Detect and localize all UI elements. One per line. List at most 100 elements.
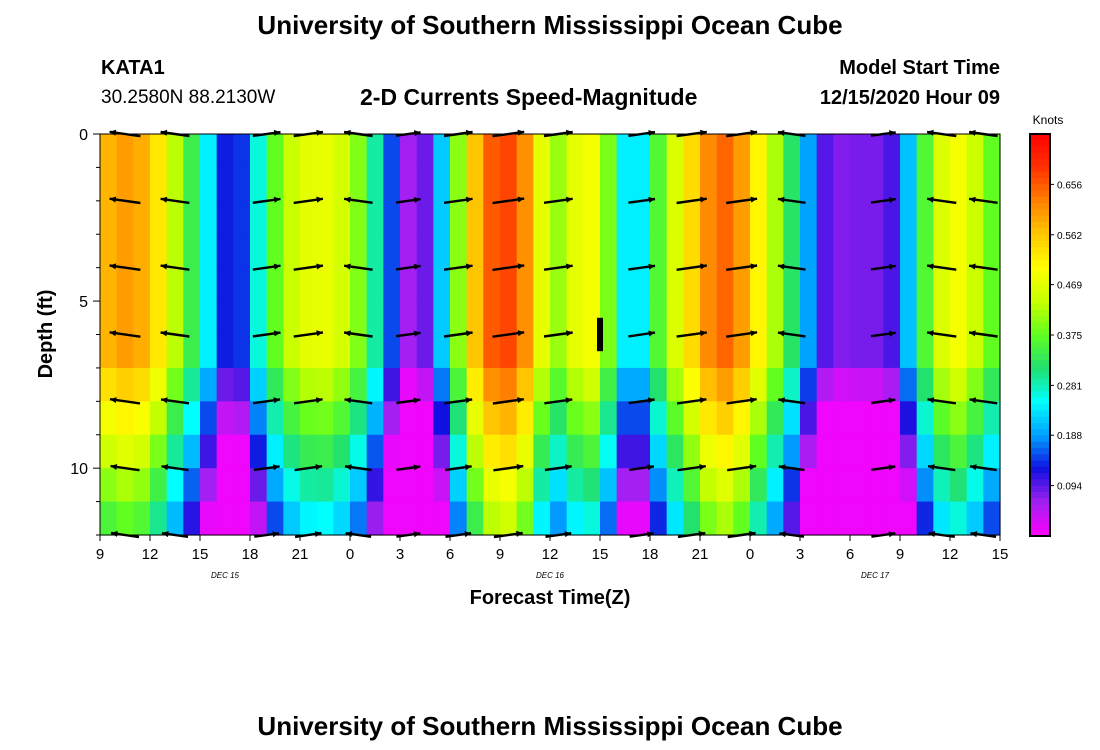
vector-head bbox=[517, 263, 525, 270]
heatmap-cell bbox=[883, 367, 901, 402]
heatmap-cell bbox=[150, 434, 168, 469]
heatmap-cell bbox=[283, 334, 301, 369]
heatmap-cell bbox=[233, 468, 251, 503]
heatmap-cell bbox=[933, 334, 951, 369]
heatmap-cell bbox=[650, 468, 668, 503]
heatmap-cell bbox=[716, 134, 734, 169]
heatmap-cell bbox=[183, 468, 201, 503]
heatmap-cell bbox=[400, 334, 418, 369]
heatmap-cell bbox=[866, 501, 884, 536]
heatmap-cell bbox=[583, 234, 601, 269]
heatmap-cell bbox=[716, 167, 734, 202]
colorbar-segment bbox=[1030, 190, 1050, 198]
colorbar-segment bbox=[1030, 253, 1050, 261]
heatmap-cell bbox=[316, 434, 334, 469]
heatmap-cell bbox=[466, 167, 484, 202]
vector-head bbox=[777, 196, 785, 203]
heatmap-cell bbox=[966, 167, 984, 202]
colorbar-segment bbox=[1030, 228, 1050, 236]
heatmap-cell bbox=[100, 301, 118, 336]
colorbar-segment bbox=[1030, 152, 1050, 160]
date-label: DEC 17 bbox=[861, 571, 890, 580]
heatmap-cell bbox=[500, 301, 518, 336]
heatmap-cell bbox=[733, 167, 751, 202]
heatmap-cell bbox=[766, 267, 784, 302]
heatmap-cell bbox=[550, 267, 568, 302]
heatmap-cell bbox=[450, 167, 468, 202]
heatmap-cell bbox=[816, 334, 834, 369]
current-vector bbox=[676, 397, 707, 405]
heatmap-cell bbox=[133, 200, 151, 235]
heatmap-cell bbox=[283, 367, 301, 402]
heatmap-cell bbox=[616, 200, 634, 235]
heatmap-cell bbox=[800, 167, 818, 202]
heatmap-cell bbox=[750, 401, 768, 436]
vector-head bbox=[413, 197, 421, 203]
colorbar-segment bbox=[1030, 347, 1050, 355]
vector-head bbox=[161, 397, 168, 404]
heatmap-cell bbox=[533, 468, 551, 503]
heatmap-cell bbox=[883, 301, 901, 336]
heatmap-cell bbox=[350, 301, 368, 336]
heatmap-cell bbox=[433, 501, 451, 536]
x-tick-label: 15 bbox=[992, 546, 1009, 563]
heatmap-cell bbox=[416, 501, 434, 536]
colorbar-segment bbox=[1030, 422, 1050, 430]
heatmap-cell bbox=[650, 334, 668, 369]
heatmap-cell bbox=[400, 401, 418, 436]
heatmap-cell bbox=[583, 434, 601, 469]
heatmap-cell bbox=[716, 200, 734, 235]
heatmap-cell bbox=[616, 501, 634, 536]
vector-head bbox=[316, 196, 323, 203]
current-vector bbox=[492, 330, 525, 338]
heatmap-cell bbox=[133, 234, 151, 269]
heatmap-cell bbox=[533, 134, 551, 169]
heatmap-cell bbox=[183, 434, 201, 469]
heatmap-cell bbox=[983, 434, 1001, 469]
heatmap-cell bbox=[616, 434, 634, 469]
heatmap-cell bbox=[250, 434, 268, 469]
heatmap-cell bbox=[283, 301, 301, 336]
heatmap-cell bbox=[900, 234, 918, 269]
station-id: KATA1 bbox=[101, 57, 165, 79]
heatmap-cell bbox=[433, 301, 451, 336]
heatmap-cell bbox=[483, 301, 501, 336]
heatmap-cell bbox=[683, 234, 701, 269]
heatmap-cell bbox=[716, 434, 734, 469]
heatmap-cell bbox=[366, 167, 384, 202]
vector-head bbox=[889, 197, 896, 203]
heatmap-cell bbox=[750, 367, 768, 402]
heatmap-cell bbox=[100, 134, 118, 169]
colorbar-tick-label: 0.188 bbox=[1057, 431, 1082, 442]
heatmap-cell bbox=[466, 234, 484, 269]
heatmap-cell bbox=[550, 234, 568, 269]
heatmap-cell bbox=[766, 401, 784, 436]
heatmap-cell bbox=[516, 401, 534, 436]
colorbar-segment bbox=[1030, 278, 1050, 286]
current-vector bbox=[726, 397, 757, 405]
heatmap-cell bbox=[433, 367, 451, 402]
current-vector bbox=[396, 397, 421, 405]
heatmap-cell bbox=[133, 134, 151, 169]
heatmap-cell bbox=[366, 134, 384, 169]
heatmap-cell bbox=[900, 267, 918, 302]
heatmap-cell bbox=[366, 367, 384, 402]
vector-head bbox=[647, 464, 654, 471]
heatmap-cell bbox=[283, 468, 301, 503]
heatmap-cell bbox=[550, 434, 568, 469]
heatmap-cell bbox=[516, 468, 534, 503]
current-vector bbox=[252, 263, 281, 271]
current-vector bbox=[543, 330, 573, 338]
heatmap-cell bbox=[916, 167, 934, 202]
colorbar-tick-label: 0.656 bbox=[1057, 180, 1082, 191]
heatmap-cell bbox=[900, 434, 918, 469]
heatmap-cell bbox=[833, 401, 851, 436]
heatmap-cell bbox=[650, 167, 668, 202]
heatmap-cell bbox=[766, 301, 784, 336]
heatmap-cell bbox=[783, 468, 801, 503]
heatmap-cell bbox=[466, 267, 484, 302]
current-time-marker bbox=[597, 317, 603, 352]
heatmap-cell bbox=[450, 468, 468, 503]
heatmap-cell bbox=[133, 301, 151, 336]
heatmap-cell bbox=[350, 167, 368, 202]
